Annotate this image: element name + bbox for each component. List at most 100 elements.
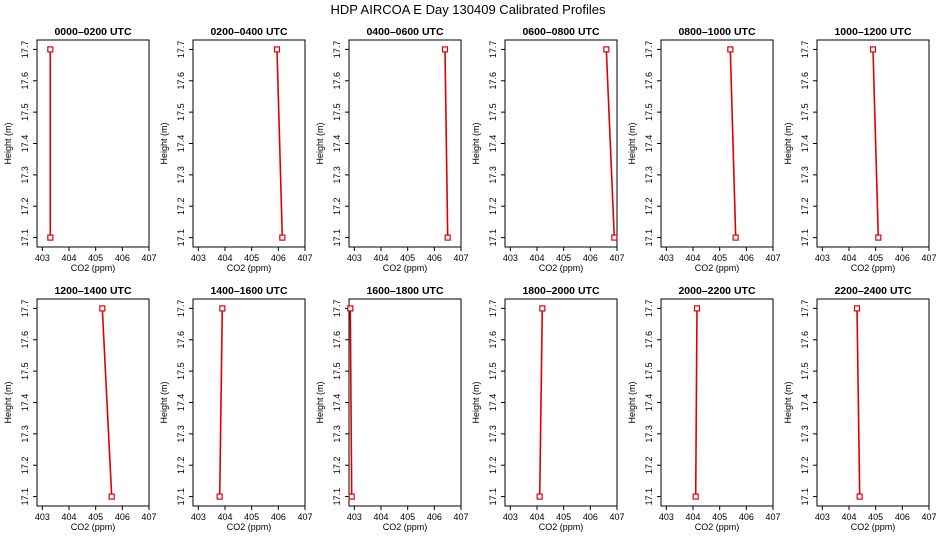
y-tick-label: 17.3 [20,425,30,443]
profile-point [108,493,115,500]
panel-title: 2000–2200 UTC [678,285,755,297]
x-tick-label: 404 [217,253,232,263]
y-tick-label: 17.4 [20,135,30,153]
x-tick-label: 406 [895,253,910,263]
y-tick-label: 17.1 [488,229,498,247]
y-tick-label: 17.2 [488,197,498,215]
y-tick-label: 17.3 [488,425,498,443]
y-tick-label: 17.6 [644,331,654,349]
plot-frame [192,39,306,248]
y-tick-label: 17.6 [644,72,654,90]
profile-line [856,308,861,497]
x-tick-label: 404 [841,512,856,522]
profile-line [101,308,113,497]
y-tick-label: 17.3 [332,425,342,443]
y-tick-label: 17.1 [332,488,342,506]
y-tick-label: 17.5 [332,103,342,121]
x-tick-label: 405 [400,253,415,263]
plot-frame [36,39,150,248]
profile-point [273,46,281,53]
y-tick-label: 17.3 [20,166,30,184]
x-tick-label: 407 [297,253,312,263]
x-tick-label: 407 [453,253,468,263]
panel-title: 0000–0200 UTC [54,26,131,38]
y-tick-label: 17.7 [488,300,498,318]
plot-frame [504,298,618,507]
profile-point [348,493,355,500]
x-tick-label: 407 [765,512,780,522]
x-axis-label: CO2 (ppm) [383,522,428,532]
x-tick-label: 405 [868,253,883,263]
x-tick-label: 405 [556,512,571,522]
plot-frame [660,39,774,248]
y-tick-label: 17.4 [332,394,342,412]
x-tick-label: 405 [712,512,727,522]
y-axis-label: Height (m) [315,381,325,423]
x-axis-label: CO2 (ppm) [851,263,896,273]
x-tick-label: 404 [373,512,388,522]
x-tick-label: 404 [529,253,544,263]
x-tick-label: 405 [400,512,415,522]
x-tick-label: 407 [921,512,936,522]
x-axis-label: CO2 (ppm) [539,522,584,532]
plot-frame [660,298,774,507]
chart-panel: 2000–2200 UTC 403 404 405 406 407 17.1 17.2 17.3… [627,285,781,532]
x-tick-label: 403 [347,253,362,263]
chart-panel: 1600–1800 UTC 403 404 405 406 407 17.1 17.2 17.3… [315,285,469,532]
x-tick-label: 404 [841,253,856,263]
x-tick-label: 405 [556,253,571,263]
profile-point [856,493,863,500]
profile-point [347,305,354,312]
x-tick-label: 403 [815,512,830,522]
x-tick-label: 403 [815,253,830,263]
profile-point [869,46,877,53]
profile-line [694,308,698,497]
y-tick-label: 17.5 [644,362,654,380]
chart-panel: 1000–1200 UTC 403 404 405 406 407 17.1 17.2 17.3… [783,26,936,273]
y-tick-label: 17.7 [800,41,810,59]
y-tick-label: 17.2 [800,197,810,215]
y-axis-label: Height (m) [783,381,793,423]
panel-title: 0200–0400 UTC [210,26,287,38]
plot-frame [348,298,462,507]
panel-grid: 0000–0200 UTC 403 404 405 406 407 17.1 17.2 17.3… [3,26,936,532]
y-tick-label: 17.7 [332,41,342,59]
plot-frame [816,298,930,507]
y-axis-label: Height (m) [471,122,481,164]
x-axis-label: CO2 (ppm) [71,263,116,273]
y-tick-label: 17.7 [176,300,186,318]
y-tick-label: 17.5 [644,103,654,121]
y-tick-label: 17.6 [176,331,186,349]
profile-point [47,234,54,241]
y-tick-label: 17.4 [644,394,654,412]
x-axis-label: CO2 (ppm) [695,263,740,273]
x-tick-label: 404 [61,253,76,263]
x-axis-label: CO2 (ppm) [227,522,272,532]
x-tick-label: 405 [712,253,727,263]
y-tick-label: 17.6 [800,331,810,349]
x-tick-label: 404 [529,512,544,522]
y-tick-label: 17.3 [176,166,186,184]
y-tick-label: 17.6 [332,72,342,90]
y-tick-label: 17.5 [332,362,342,380]
x-tick-label: 405 [244,253,259,263]
x-tick-label: 403 [347,512,362,522]
y-tick-label: 17.5 [176,103,186,121]
y-tick-label: 17.7 [800,300,810,318]
y-axis-label: Height (m) [159,122,169,164]
x-tick-label: 406 [739,512,754,522]
x-tick-label: 403 [659,512,674,522]
x-tick-label: 403 [659,253,674,263]
y-tick-label: 17.6 [20,331,30,349]
y-tick-label: 17.5 [800,362,810,380]
y-tick-label: 17.5 [20,103,30,121]
y-tick-label: 17.6 [488,72,498,90]
x-tick-label: 406 [271,512,286,522]
y-tick-label: 17.2 [20,197,30,215]
y-tick-label: 17.2 [644,456,654,474]
y-tick-label: 17.1 [644,229,654,247]
x-tick-label: 406 [115,512,130,522]
y-tick-label: 17.4 [488,394,498,412]
profile-line [444,49,449,238]
